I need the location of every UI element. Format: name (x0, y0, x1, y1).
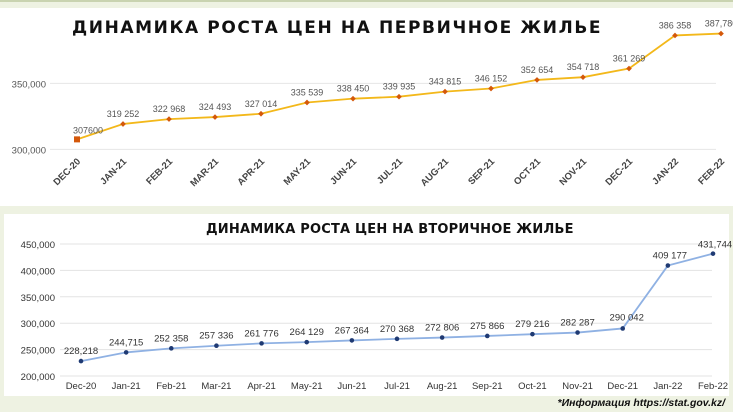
secondary-data-point (439, 335, 445, 340)
secondary-chart-title: ДИНАМИКА РОСТА ЦЕН НА ВТОРИЧНОЕ ЖИЛЬЕ (206, 222, 574, 237)
secondary-data-label: 228,218 (64, 346, 98, 357)
primary-y-tick-label: 300,000 (12, 145, 46, 156)
secondary-x-tick-label: Mar-21 (201, 381, 231, 392)
secondary-x-tick-label: Apr-21 (247, 381, 276, 392)
secondary-data-point (259, 341, 264, 346)
secondary-data-label: 282 287 (560, 318, 594, 329)
secondary-y-tick-label: 250,000 (21, 346, 55, 357)
secondary-data-point (530, 331, 535, 337)
secondary-x-tick-label: Jun-21 (337, 381, 366, 392)
primary-data-point (74, 136, 80, 143)
secondary-x-tick-label: Aug-21 (427, 381, 458, 392)
primary-data-point (442, 88, 448, 95)
primary-data-label: 352 654 (521, 65, 554, 75)
secondary-data-label: 290 042 (610, 312, 644, 323)
primary-housing-chart: 300,000 350,000 307600 319 252 322 968 324 49… (0, 8, 733, 206)
secondary-y-tick-label: 200,000 (21, 372, 55, 383)
primary-data-label: 319 252 (107, 109, 140, 119)
secondary-data-point (484, 333, 490, 339)
secondary-plot-panel (4, 214, 729, 396)
top-edge (0, 0, 733, 2)
primary-data-label: 335 539 (291, 88, 324, 98)
primary-data-label: 354 718 (567, 62, 600, 72)
secondary-x-tick-label: Jul-21 (384, 381, 410, 392)
secondary-data-label: 257 336 (199, 331, 233, 342)
secondary-data-label: 244,715 (109, 337, 143, 348)
secondary-data-label: 272 806 (425, 323, 459, 334)
primary-data-point (626, 65, 632, 72)
source-footnote: *Информация https://stat.gov.kz/ (557, 397, 725, 409)
primary-data-label: 346 152 (475, 74, 508, 84)
primary-data-label: 307600 (73, 125, 103, 135)
secondary-data-point (304, 339, 310, 345)
secondary-data-label: 270 368 (380, 324, 414, 335)
primary-data-point (534, 77, 540, 83)
secondary-y-tick-label: 400,000 (21, 266, 55, 277)
secondary-x-tick-label: Dec-21 (607, 381, 638, 392)
secondary-data-label: 261 776 (244, 328, 278, 339)
secondary-x-tick-label: Sep-21 (472, 381, 503, 392)
secondary-data-point (665, 263, 671, 268)
secondary-x-tick-label: Dec-20 (66, 381, 97, 392)
secondary-data-label: 267 364 (335, 325, 369, 336)
secondary-data-point (394, 336, 400, 342)
secondary-data-point (123, 350, 129, 355)
secondary-data-label: 264 129 (290, 327, 324, 338)
primary-data-point (488, 85, 494, 92)
primary-data-label: 387,780 (705, 19, 733, 29)
secondary-x-tick-label: Nov-21 (562, 381, 593, 392)
secondary-data-point (620, 326, 626, 331)
secondary-data-point (214, 343, 219, 349)
secondary-data-label: 431,744 (698, 240, 732, 251)
secondary-data-point (575, 330, 580, 335)
primary-chart-title: ДИНАМИКА РОСТА ЦЕН НА ПЕРВИЧНОЕ ЖИЛЬЕ (72, 18, 603, 38)
primary-data-point (718, 30, 724, 37)
primary-data-point (350, 95, 356, 102)
secondary-data-label: 279 216 (515, 319, 549, 330)
primary-data-point (580, 74, 586, 81)
secondary-data-label: 275 866 (470, 321, 504, 332)
secondary-data-point (168, 346, 174, 351)
secondary-x-tick-label: Jan-21 (112, 381, 141, 392)
primary-data-label: 322 968 (153, 104, 186, 114)
secondary-x-tick-label: Oct-21 (518, 381, 547, 392)
secondary-data-label: 252 358 (154, 333, 188, 344)
primary-data-label: 339 935 (383, 82, 416, 92)
secondary-x-tick-label: Feb-22 (698, 381, 728, 392)
primary-data-point (396, 93, 402, 100)
secondary-x-tick-label: May-21 (291, 381, 323, 392)
primary-data-point (166, 116, 172, 122)
secondary-data-point (78, 358, 84, 364)
primary-plot-panel (0, 8, 733, 206)
secondary-y-tick-label: 300,000 (21, 319, 55, 330)
primary-data-point (672, 32, 678, 39)
primary-data-point (212, 114, 218, 120)
primary-data-label: 324 493 (199, 102, 232, 112)
secondary-data-label: 409 177 (653, 251, 687, 262)
primary-data-point (258, 110, 264, 117)
primary-data-label: 338 450 (337, 84, 370, 94)
primary-data-label: 361 269 (613, 54, 646, 64)
secondary-x-tick-label: Feb-21 (156, 381, 186, 392)
primary-data-label: 386 358 (659, 20, 692, 30)
primary-y-tick-label: 350,000 (12, 79, 46, 90)
secondary-data-point (349, 338, 355, 343)
secondary-y-tick-label: 350,000 (21, 293, 55, 304)
secondary-x-tick-label: Jan-22 (653, 381, 682, 392)
secondary-housing-chart: 200,000 250,000 300,000 350,000 400,000 450,0… (4, 214, 732, 396)
primary-data-point (120, 121, 126, 127)
secondary-y-tick-label: 450,000 (21, 240, 55, 251)
primary-data-label: 327 014 (245, 99, 278, 109)
primary-data-point (304, 99, 310, 106)
secondary-data-point (710, 251, 716, 256)
primary-data-label: 343 815 (429, 77, 462, 87)
